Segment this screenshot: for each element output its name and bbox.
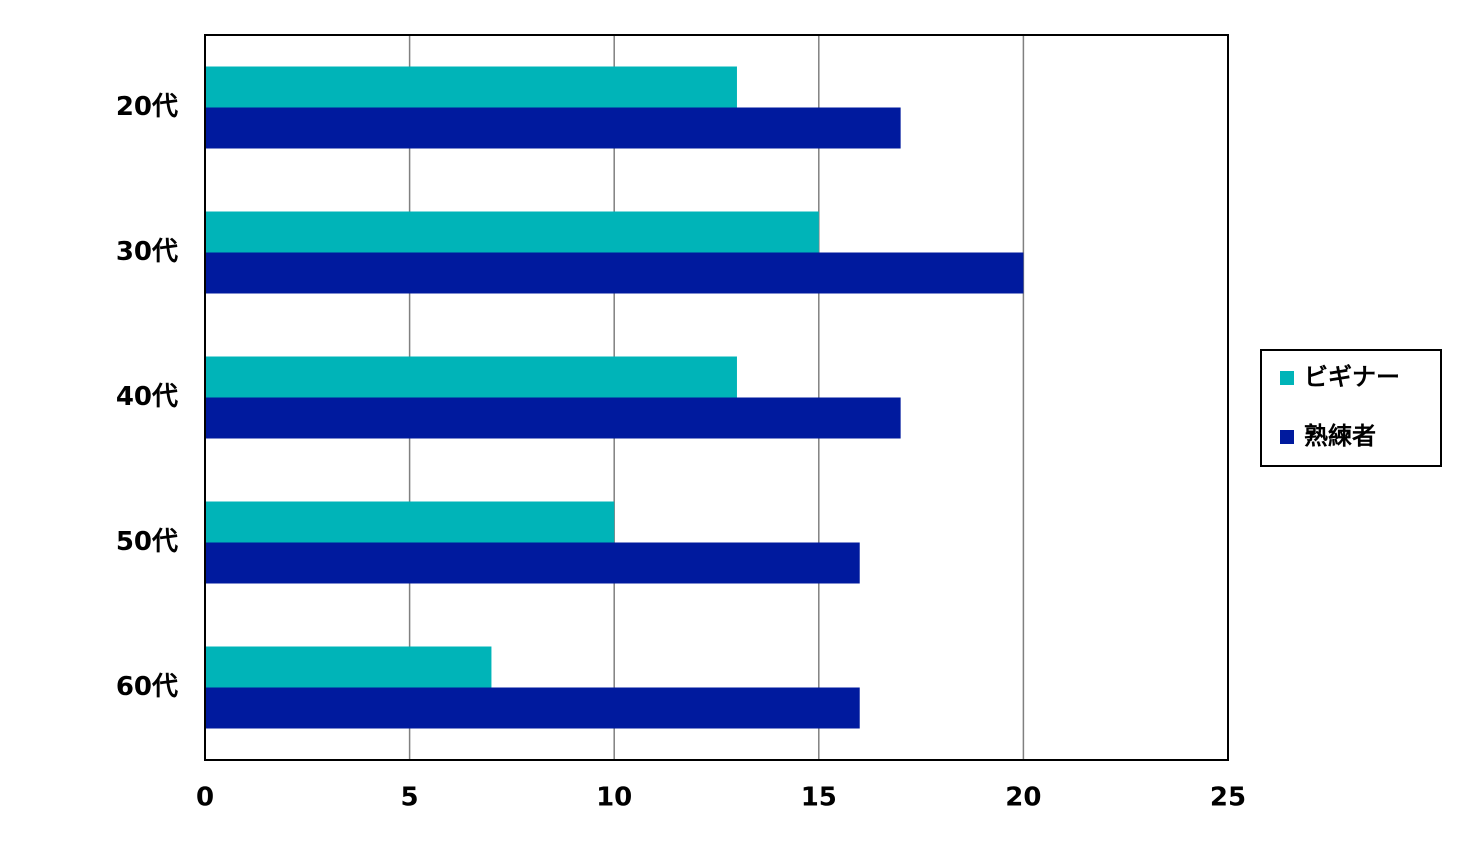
bar-40代-expert	[205, 397, 901, 439]
bar-60代-beginner	[205, 646, 492, 688]
y-category-label-60代: 60代	[116, 672, 178, 702]
bar-50代-beginner	[205, 501, 615, 543]
legend-box	[1260, 349, 1442, 467]
x-tick-label-10: 10	[596, 783, 632, 813]
bar-30代-beginner	[205, 211, 819, 253]
legend-swatch-expert	[1280, 430, 1294, 444]
y-category-label-30代: 30代	[116, 237, 178, 267]
legend-swatch-beginner	[1280, 371, 1294, 385]
bar-30代-expert	[205, 252, 1024, 294]
bars	[205, 66, 1024, 729]
bar-20代-beginner	[205, 66, 737, 108]
x-axis-tick-labels: 0 5 10 15 20 25	[196, 783, 1246, 813]
x-tick-label-25: 25	[1210, 783, 1246, 813]
plot-area-frame	[204, 34, 1229, 761]
bar-20代-expert	[205, 107, 901, 149]
y-axis-category-labels: 20代 30代 40代 50代 60代	[116, 92, 178, 702]
y-category-label-50代: 50代	[116, 527, 178, 557]
legend-label-expert: 熟練者	[1304, 422, 1376, 450]
x-tick-label-15: 15	[801, 783, 837, 813]
legend-label-beginner: ビギナー	[1304, 363, 1400, 391]
legend: ビギナー 熟練者	[1260, 349, 1442, 467]
x-tick-label-5: 5	[401, 783, 419, 813]
y-category-label-40代: 40代	[116, 382, 178, 412]
x-tick-label-0: 0	[196, 783, 214, 813]
x-tick-label-20: 20	[1005, 783, 1041, 813]
bar-60代-expert	[205, 687, 860, 729]
bar-40代-beginner	[205, 356, 737, 398]
bar-50代-expert	[205, 542, 860, 584]
y-category-label-20代: 20代	[116, 92, 178, 122]
